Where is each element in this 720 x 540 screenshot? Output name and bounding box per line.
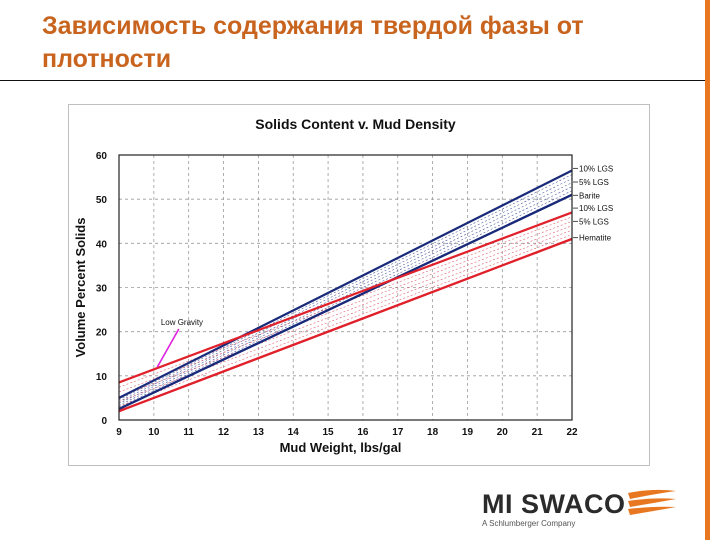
plot-area [118,154,573,421]
x-tick-label: 22 [566,427,578,438]
legend-label: Hematite [579,234,612,243]
series-line-3 [118,211,573,384]
x-tick-label: 18 [427,427,439,438]
legend-label: 10% LGS [579,164,613,173]
hematite-band-hatch [118,225,573,398]
barite-band-hatch [118,182,573,404]
y-tick-label: 40 [96,239,108,250]
y-tick-label: 20 [96,328,108,339]
solids-content-chart: Solids Content v. Mud Density 9 10 11 12 13 14… [73,116,613,455]
x-tick-label: 13 [253,427,265,438]
x-tick-label: 11 [183,427,194,438]
barite-band-hatch [118,190,573,408]
legend-label: Barite [579,191,600,200]
chart-frame: Solids Content v. Mud Density 9 10 11 12 13 14… [68,104,650,466]
x-axis-label: Mud Weight, lbs/gal [280,440,402,455]
legend-label: 10% LGS [579,204,613,213]
annotation-pointer [156,328,180,368]
y-tick-label: 30 [96,284,108,295]
legend-label: 5% LGS [579,178,609,187]
logo-subtitle: A Schlumberger Company [482,519,576,528]
series-line-0 [118,169,573,399]
title-divider [0,80,705,81]
x-tick-label: 17 [392,427,404,438]
page-title: Зависимость содержания твердой фазы от п… [42,12,584,73]
y-tick-label: 50 [96,195,108,206]
x-tick-label: 10 [148,427,160,438]
hematite-band-hatch [118,234,573,407]
barite-band-hatch [118,186,573,406]
legend-label: 5% LGS [579,217,609,226]
logo-swoosh-icon [628,489,676,515]
y-tick-label: 60 [96,151,108,162]
x-tick-label: 9 [116,427,122,438]
x-tick-label: 16 [357,427,369,438]
barite-band-hatch [118,178,573,402]
series-line-5 [118,237,573,413]
x-tick-label: 21 [532,427,544,438]
chart-title: Solids Content v. Mud Density [255,116,456,132]
x-tick-label: 14 [288,427,300,438]
mi-swaco-logo: MI SWACO A Schlumberger Company [478,485,678,535]
accent-bar [705,0,710,540]
y-tick-label: 10 [96,372,108,383]
x-tick-label: 12 [218,427,230,438]
logo-wordmark: MI SWACO [482,489,626,519]
series-line-2 [118,193,573,410]
barite-band-hatch [118,174,573,401]
hematite-band-hatch [118,220,573,393]
annotation-label: Low Gravity [161,318,203,327]
x-tick-label: 19 [462,427,474,438]
y-axis-label: Volume Percent Solids [73,218,88,358]
x-tick-label: 15 [323,427,335,438]
x-tick-label: 20 [497,427,509,438]
y-tick-label: 0 [101,416,107,427]
